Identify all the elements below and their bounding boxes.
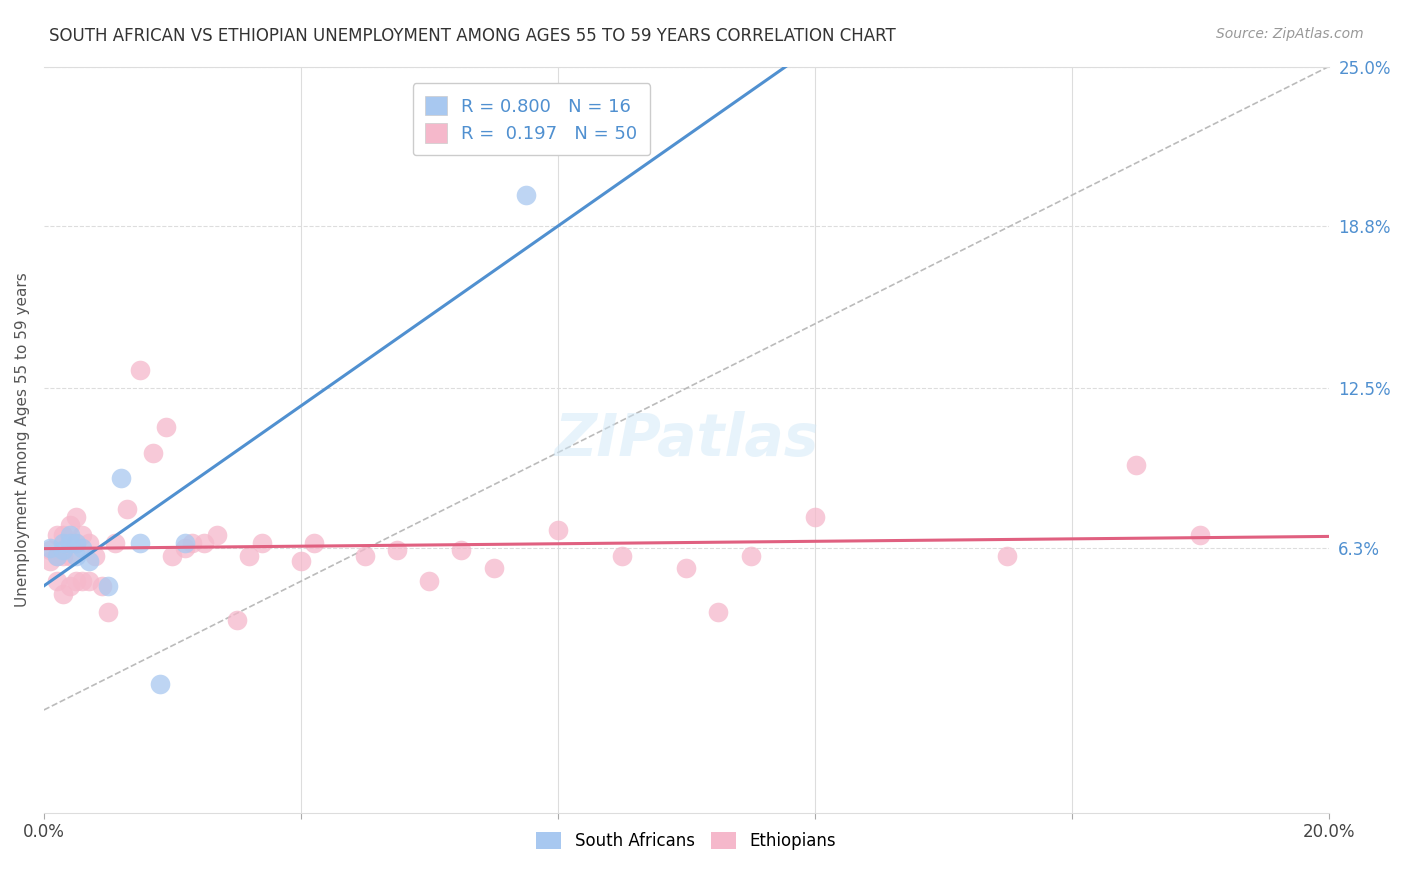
- Point: [72, 541, 94, 555]
- Point: [547, 523, 569, 537]
- Point: [58, 528, 80, 542]
- Point: [155, 420, 177, 434]
- Point: [174, 541, 197, 555]
- Point: [45, 549, 67, 563]
- Point: [52, 535, 75, 549]
- Point: [162, 549, 184, 563]
- Point: [740, 549, 762, 563]
- Point: [354, 549, 377, 563]
- Point: [65, 510, 87, 524]
- Point: [72, 528, 94, 542]
- Text: Source: ZipAtlas.com: Source: ZipAtlas.com: [1216, 27, 1364, 41]
- Point: [58, 535, 80, 549]
- Point: [39, 543, 62, 558]
- Point: [65, 535, 87, 549]
- Text: SOUTH AFRICAN VS ETHIOPIAN UNEMPLOYMENT AMONG AGES 55 TO 59 YEARS CORRELATION CH: SOUTH AFRICAN VS ETHIOPIAN UNEMPLOYMENT …: [49, 27, 896, 45]
- Point: [675, 561, 697, 575]
- Point: [515, 188, 537, 202]
- Point: [45, 549, 67, 563]
- Point: [45, 528, 67, 542]
- Y-axis label: Unemployment Among Ages 55 to 59 years: Unemployment Among Ages 55 to 59 years: [15, 272, 30, 607]
- Text: ZIPatlas: ZIPatlas: [554, 411, 818, 468]
- Point: [90, 579, 112, 593]
- Point: [65, 549, 87, 563]
- Point: [1189, 528, 1212, 542]
- Point: [450, 543, 472, 558]
- Point: [707, 605, 730, 619]
- Point: [39, 554, 62, 568]
- Point: [803, 510, 825, 524]
- Point: [77, 554, 100, 568]
- Point: [225, 613, 247, 627]
- Point: [193, 535, 215, 549]
- Point: [148, 677, 170, 691]
- Point: [97, 605, 120, 619]
- Point: [387, 543, 409, 558]
- Point: [482, 561, 505, 575]
- Point: [84, 549, 107, 563]
- Point: [65, 574, 87, 589]
- Point: [997, 549, 1019, 563]
- Point: [207, 528, 229, 542]
- Point: [97, 579, 120, 593]
- Point: [180, 535, 202, 549]
- Legend: R = 0.800   N = 16, R =  0.197   N = 50: R = 0.800 N = 16, R = 0.197 N = 50: [412, 83, 650, 155]
- Point: [52, 543, 75, 558]
- Point: [65, 535, 87, 549]
- Point: [174, 535, 197, 549]
- Point: [58, 579, 80, 593]
- Point: [52, 549, 75, 563]
- Point: [45, 574, 67, 589]
- Point: [252, 535, 274, 549]
- Point: [58, 549, 80, 563]
- Point: [302, 535, 325, 549]
- Point: [1125, 458, 1147, 473]
- Point: [52, 587, 75, 601]
- Point: [290, 554, 312, 568]
- Point: [129, 535, 152, 549]
- Point: [103, 535, 125, 549]
- Point: [72, 574, 94, 589]
- Point: [129, 363, 152, 377]
- Point: [58, 517, 80, 532]
- Point: [77, 535, 100, 549]
- Point: [77, 574, 100, 589]
- Point: [142, 445, 165, 459]
- Point: [610, 549, 633, 563]
- Point: [238, 549, 260, 563]
- Point: [52, 528, 75, 542]
- Point: [39, 541, 62, 555]
- Point: [418, 574, 440, 589]
- Point: [117, 502, 139, 516]
- Point: [110, 471, 132, 485]
